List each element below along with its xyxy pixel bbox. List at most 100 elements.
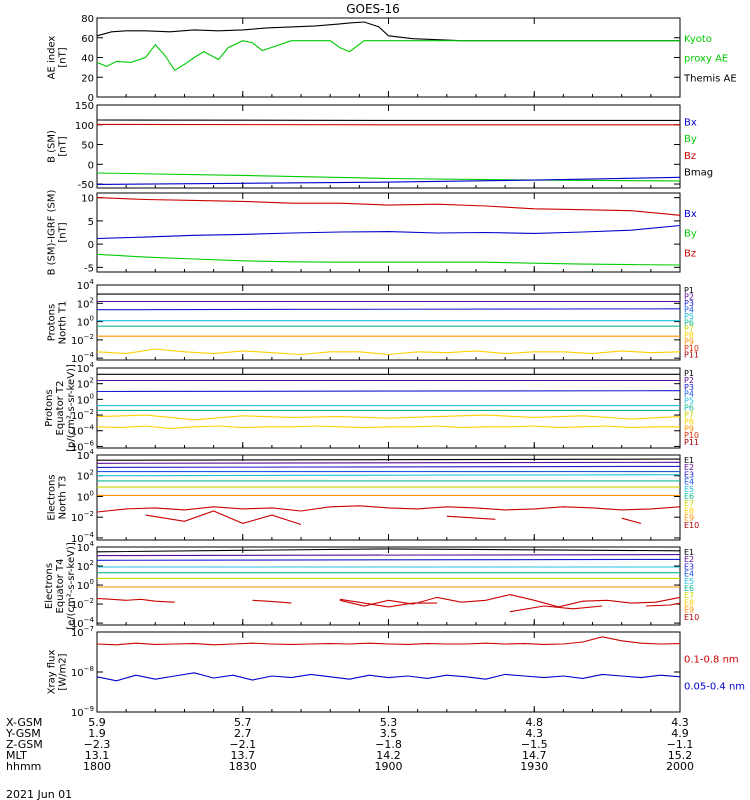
y-tick-label: -5 xyxy=(84,263,94,274)
x-row-value: −2.1 xyxy=(229,738,256,751)
x-row-value: 2.7 xyxy=(234,727,252,740)
y-tick-label: 10−7 xyxy=(71,625,94,639)
series-line-e9 xyxy=(96,505,681,513)
x-row-value: 14.7 xyxy=(522,749,547,762)
legend-entry: P3 xyxy=(684,383,694,392)
y-axis-label: [p/(cm²-s-sr-keV)] xyxy=(66,364,77,452)
x-row-value: 5.3 xyxy=(380,716,398,729)
series-line-0-05-0-4-nm xyxy=(96,672,681,682)
legend-entry: P7 xyxy=(684,325,694,334)
series-line-by xyxy=(96,253,681,266)
y-axis-label: Equator T2 xyxy=(55,381,66,436)
panel-2: -50 0 50 100 150 B (SM) [nT] Bx By Bz Bmag xyxy=(47,101,714,191)
plot-title: GOES-16 xyxy=(346,2,400,16)
legend-entry: Kyoto xyxy=(684,34,712,45)
series-line-e9b xyxy=(252,599,292,604)
legend-entry: E1 xyxy=(684,548,694,557)
legend-entry: 0.1-0.8 nm xyxy=(684,655,739,666)
y-tick-label: 0 xyxy=(88,160,94,171)
date-label: 2021 Jun 01 xyxy=(6,788,72,800)
y-axis-label: North T1 xyxy=(58,301,69,345)
legend-entry: E7 xyxy=(684,591,694,600)
legend-entry: P9 xyxy=(684,338,694,347)
panel-frame xyxy=(96,104,681,189)
y-axis-label: [nT] xyxy=(58,222,69,242)
panel-frame xyxy=(96,546,681,626)
legend-entry: E9 xyxy=(684,514,694,523)
y-tick-label: -50 xyxy=(78,180,94,191)
series-line-e10b xyxy=(446,515,496,520)
y-tick-label: 102 xyxy=(77,377,94,391)
series-line-e1 xyxy=(96,548,681,553)
legend-entry: E1 xyxy=(684,456,694,465)
series-line-e5 xyxy=(96,474,681,477)
y-tick-label: 104 xyxy=(77,361,95,375)
x-row-value: 1800 xyxy=(83,760,111,773)
x-row-value: 5.9 xyxy=(88,716,106,729)
y-tick-label: 150 xyxy=(75,101,94,112)
x-row-value: −1.1 xyxy=(667,738,694,751)
x-row-label: X-GSM xyxy=(6,716,42,729)
x-row-label: MLT xyxy=(6,749,27,762)
legend-entry: E9 xyxy=(684,606,694,615)
y-tick-label: 20 xyxy=(81,73,94,84)
y-tick-label: 0 xyxy=(88,240,94,251)
x-row-value: −1.5 xyxy=(521,738,548,751)
legend-entry: E7 xyxy=(684,499,694,508)
series-line-p8 xyxy=(96,425,680,429)
x-row-label: hhmm xyxy=(6,760,41,773)
legend-entry: E8 xyxy=(684,506,694,515)
y-tick-label: 100 xyxy=(77,489,94,503)
legend-entry: Themis AE xyxy=(683,73,737,84)
y-tick-label: 10 xyxy=(81,194,94,205)
x-axis-labels: X-GSM 5.9 5.7 5.3 4.8 4.3Y-GSM 1.9 2.7 3.5 4.3 4.9… xyxy=(5,716,694,773)
legend-entry: P10 xyxy=(684,431,699,440)
y-tick-label: 60 xyxy=(81,34,94,45)
legend-entry: Bz xyxy=(684,248,696,259)
series-line-e3 xyxy=(96,558,681,561)
legend-entry: E5 xyxy=(684,485,694,494)
series-line-by xyxy=(96,172,681,182)
y-axis-label: [nT] xyxy=(58,47,69,67)
series-line-kyoto-proxy-ae xyxy=(96,40,680,72)
legend-entry: E2 xyxy=(684,463,694,472)
series-line-p7 xyxy=(96,414,681,421)
legend-entry: Bmag xyxy=(684,167,713,178)
y-tick-label: 10−2 xyxy=(71,510,94,524)
y-tick-label: 100 xyxy=(77,392,94,406)
legend-entry: P8 xyxy=(684,417,694,426)
legend-entry: E3 xyxy=(684,562,694,571)
y-axis-label: Equator T4 xyxy=(55,559,66,614)
legend-entry: P5 xyxy=(684,312,694,321)
x-row-value: 4.8 xyxy=(526,716,544,729)
legend-entry: P11 xyxy=(684,351,699,360)
legend-entry: P4 xyxy=(684,390,694,399)
legend-entry: E4 xyxy=(684,478,694,487)
legend-entry: P6 xyxy=(684,404,694,413)
series-line-e1 xyxy=(96,458,681,461)
legend-entry: By xyxy=(684,229,697,240)
x-row-value: 15.2 xyxy=(668,749,693,762)
series-line-bz xyxy=(96,197,681,216)
series-line-p3 xyxy=(96,390,681,393)
series-line-e2 xyxy=(96,554,681,557)
series-line-e9c xyxy=(339,594,681,608)
x-row-value: 3.5 xyxy=(380,727,398,740)
x-row-value: 2000 xyxy=(666,760,694,773)
legend-entry: P5 xyxy=(684,397,694,406)
y-axis-label: Protons xyxy=(47,304,58,341)
x-row-label: Z-GSM xyxy=(6,738,43,751)
y-tick-label: 0 xyxy=(88,93,94,104)
y-tick-label: 100 xyxy=(77,578,94,592)
panel-frame xyxy=(96,17,681,98)
y-tick-label: 104 xyxy=(77,540,95,554)
series-line-e10b xyxy=(509,605,603,613)
series-line-themis-ae xyxy=(96,21,680,42)
legend-entry: P4 xyxy=(684,305,694,314)
series-line-e10 xyxy=(145,510,302,526)
legend-entry: P9 xyxy=(684,424,694,433)
x-row-value: 13.7 xyxy=(231,749,256,762)
